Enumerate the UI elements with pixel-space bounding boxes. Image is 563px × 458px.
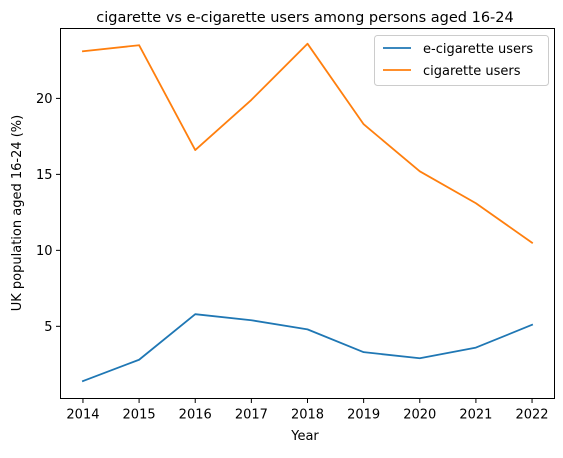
legend-frame (374, 35, 549, 86)
series-line-e-cigarette (81, 313, 534, 383)
y-axis-label: UK population aged 16-24 (%) (10, 115, 25, 312)
x-tick-label: 2016 (179, 408, 212, 423)
x-tick-label: 2017 (235, 408, 268, 423)
x-tick-label: 2021 (459, 408, 492, 423)
y-tick-label: 10 (36, 244, 53, 259)
series-line-cigarette (81, 42, 534, 245)
y-axis: 5 10 15 20 (36, 92, 61, 335)
chart-title: cigarette vs e-cigarette users among per… (96, 10, 514, 26)
x-tick-label: 2020 (403, 408, 436, 423)
legend: e-cigarette users cigarette users (374, 35, 549, 86)
series-layer (81, 42, 534, 383)
x-tick-label: 2019 (347, 408, 380, 423)
x-tick-label: 2014 (66, 408, 99, 423)
y-tick-label: 15 (36, 168, 53, 183)
x-tick-label: 2015 (123, 408, 156, 423)
x-axis-label: Year (290, 429, 319, 444)
y-tick-label: 20 (36, 92, 53, 107)
legend-label-cigarette: cigarette users (423, 64, 521, 79)
legend-label-e-cigarette: e-cigarette users (423, 42, 533, 57)
y-tick-label: 5 (44, 320, 52, 335)
x-axis: 2014 2015 2016 2017 2018 2019 2020 2021 2022 (66, 398, 549, 423)
x-tick-label: 2018 (291, 408, 324, 423)
x-tick-label: 2022 (515, 408, 548, 423)
